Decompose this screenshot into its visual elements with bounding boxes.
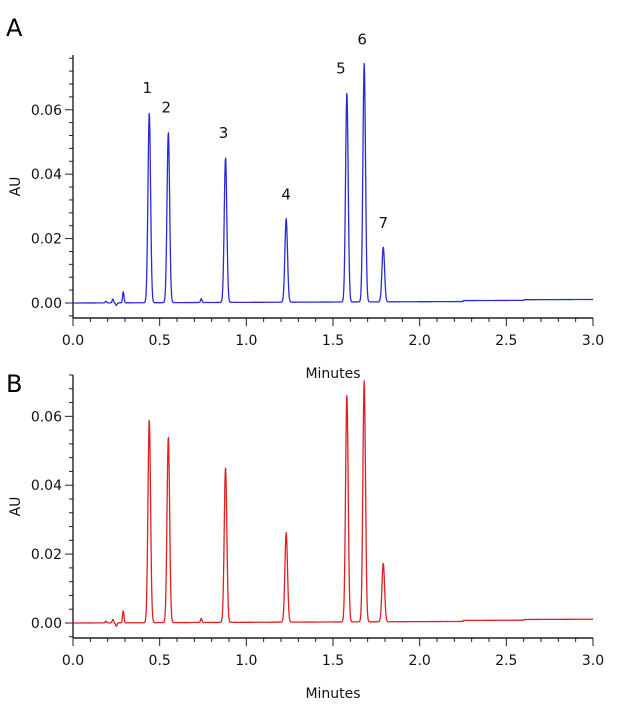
chromatogram-trace xyxy=(72,62,594,307)
y-tick-label: 0.06 xyxy=(31,409,62,425)
x-tick-label: 1.5 xyxy=(322,653,344,669)
panel-label: A xyxy=(6,14,23,42)
peak-label-7: 7 xyxy=(378,214,388,232)
x-tick-label: 1.5 xyxy=(322,333,344,349)
x-tick-label: 2.5 xyxy=(495,653,517,669)
x-tick-label: 0.0 xyxy=(62,333,84,349)
y-tick-label: 0.02 xyxy=(31,232,62,248)
y-tick-label: 0.02 xyxy=(31,547,62,563)
y-tick-label: 0.00 xyxy=(31,296,62,312)
y-tick-label: 0.04 xyxy=(31,478,62,494)
y-tick-label: 0.04 xyxy=(31,167,62,183)
x-axis-title: Minutes xyxy=(305,366,360,382)
y-tick-label: 0.06 xyxy=(31,103,62,119)
chart-panel-a: A 0.0 0.5 1.0 1.5 2.0 2.5 3.0 0.00 0.02 0.04 0.06 Mi… xyxy=(6,14,604,382)
x-tick-label: 2.0 xyxy=(409,333,431,349)
peak-label-6: 6 xyxy=(357,31,367,49)
x-tick-label: 2.5 xyxy=(495,333,517,349)
x-axis-title: Minutes xyxy=(305,686,360,702)
x-tick-label: 1.0 xyxy=(235,653,257,669)
x-tick-label: 0.5 xyxy=(149,333,171,349)
y-axis-title: AU xyxy=(8,497,24,517)
x-tick-label: 3.0 xyxy=(582,333,604,349)
x-tick-label: 0.0 xyxy=(62,653,84,669)
peak-label-1: 1 xyxy=(142,79,152,97)
y-tick-label: 0.00 xyxy=(31,616,62,632)
peak-label-4: 4 xyxy=(281,185,291,203)
x-tick-label: 3.0 xyxy=(582,653,604,669)
panel-label: B xyxy=(6,370,22,398)
x-tick-label: 2.0 xyxy=(409,653,431,669)
peak-label-2: 2 xyxy=(162,98,172,116)
chromatogram-trace xyxy=(72,380,594,627)
y-axis-title: AU xyxy=(8,177,24,197)
peak-label-5: 5 xyxy=(336,60,346,78)
x-tick-label: 0.5 xyxy=(149,653,171,669)
peak-label-3: 3 xyxy=(219,124,229,142)
chart-panel-b: B 0.0 0.5 1.0 1.5 2.0 2.5 3.0 0.00 0.02 0.04 0.06 Mi… xyxy=(6,370,604,702)
x-tick-label: 1.0 xyxy=(235,333,257,349)
